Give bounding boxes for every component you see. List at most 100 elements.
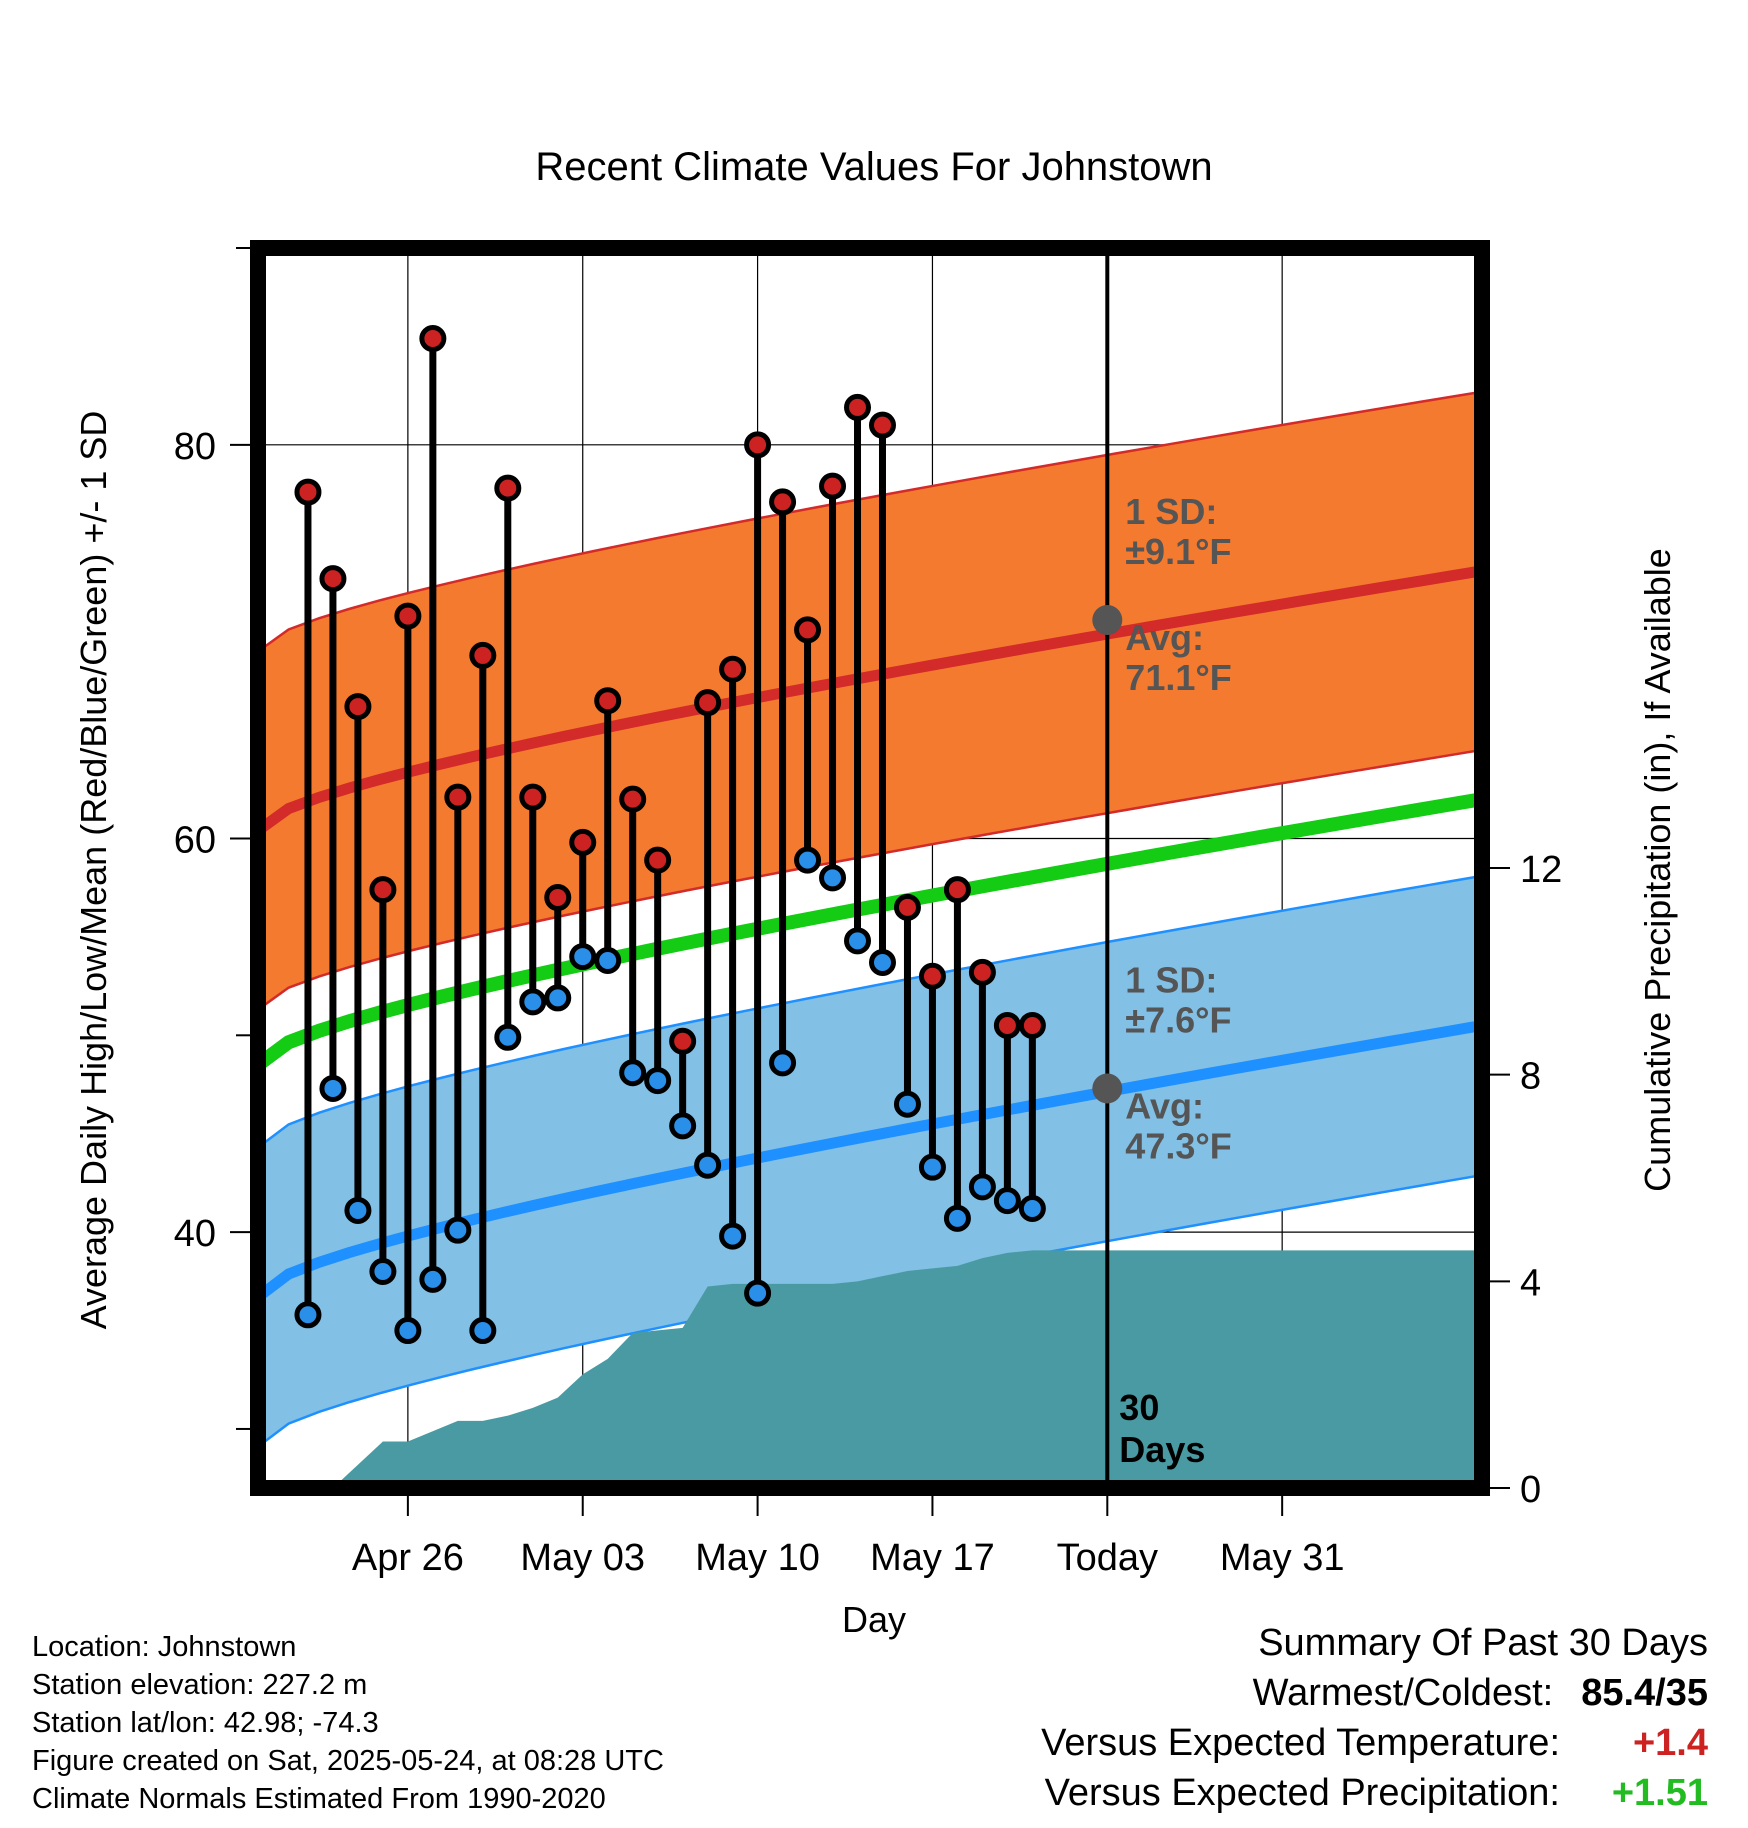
daily-low-point bbox=[744, 1279, 772, 1307]
days-count-number: 30 bbox=[1119, 1387, 1159, 1428]
plot-frame bbox=[250, 240, 1490, 1496]
y-axis-left-label: Average Daily High/Low/Mean (Red/Blue/Gr… bbox=[73, 411, 114, 1330]
high-sd-label: 1 SD: bbox=[1125, 491, 1217, 532]
daily-low-point bbox=[369, 1257, 397, 1285]
warmest-value: 85.4/35 bbox=[1581, 1672, 1708, 1714]
daily-low-point bbox=[794, 846, 822, 874]
normals-text: Climate Normals Estimated From 1990-2020 bbox=[32, 1783, 606, 1815]
y-left-tick-label: 60 bbox=[174, 819, 216, 861]
daily-high-point bbox=[769, 488, 797, 516]
daily-high-point bbox=[494, 474, 522, 502]
daily-high-point bbox=[369, 876, 397, 904]
summary-temp-row: Versus Expected Temperature: +1.4 bbox=[1041, 1718, 1708, 1768]
high-band-upper-edge bbox=[258, 390, 1482, 653]
low-band-upper-edge bbox=[258, 874, 1482, 1149]
daily-high-point bbox=[344, 693, 372, 721]
y-right-tick-label: 8 bbox=[1520, 1056, 1541, 1098]
daily-high-point bbox=[394, 602, 422, 630]
daily-high-point bbox=[319, 565, 347, 593]
summary-warmest-row: Warmest/Coldest: 85.4/35 bbox=[1041, 1668, 1708, 1718]
daily-high-point bbox=[868, 411, 896, 439]
daily-high-point bbox=[519, 783, 547, 811]
daily-high-point bbox=[694, 689, 722, 717]
y-right-tick-label: 12 bbox=[1520, 849, 1562, 891]
days-count-word: Days bbox=[1119, 1429, 1205, 1470]
daily-low-point bbox=[918, 1153, 946, 1181]
mean-normal-line bbox=[258, 792, 1482, 1071]
y-right-tick-label: 4 bbox=[1520, 1262, 1541, 1304]
daily-low-point bbox=[344, 1196, 372, 1224]
daily-high-point bbox=[744, 431, 772, 459]
daily-high-point bbox=[893, 893, 921, 921]
daily-low-point bbox=[669, 1112, 697, 1140]
daily-high-point bbox=[469, 641, 497, 669]
daily-low-point bbox=[569, 943, 597, 971]
daily-high-point bbox=[294, 478, 322, 506]
daily-low-point bbox=[1018, 1195, 1046, 1223]
elevation-text: Station elevation: 227.2 m bbox=[32, 1669, 368, 1701]
daily-high-point bbox=[544, 884, 572, 912]
daily-high-point bbox=[619, 785, 647, 813]
daily-high-point bbox=[819, 472, 847, 500]
daily-low-point bbox=[294, 1301, 322, 1329]
daily-high-point bbox=[669, 1027, 697, 1055]
x-tick-label: Apr 26 bbox=[352, 1537, 464, 1579]
daily-high-point bbox=[968, 958, 996, 986]
high-normal-line bbox=[258, 565, 1482, 836]
daily-low-point bbox=[868, 948, 896, 976]
x-tick-label: May 10 bbox=[695, 1537, 820, 1579]
x-axis-label: Day bbox=[842, 1599, 906, 1640]
temp-label: Versus Expected Temperature: bbox=[1041, 1722, 1560, 1764]
station-info: Location: Johnstown Station elevation: 2… bbox=[32, 1628, 664, 1818]
daily-low-point bbox=[419, 1265, 447, 1293]
high-avg-label: Avg: bbox=[1125, 617, 1204, 658]
daily-low-point bbox=[469, 1317, 497, 1345]
daily-low-point bbox=[968, 1173, 996, 1201]
latlon-text: Station lat/lon: 42.98; -74.3 bbox=[32, 1707, 379, 1739]
daily-low-point bbox=[993, 1187, 1021, 1215]
daily-low-point bbox=[519, 988, 547, 1016]
today-low-normal-marker bbox=[1092, 1073, 1123, 1104]
chart-title: Recent Climate Values For Johnstown bbox=[535, 145, 1212, 189]
high-sd-value: ±9.1°F bbox=[1125, 531, 1231, 572]
daily-low-point bbox=[819, 864, 847, 892]
daily-high-point bbox=[444, 783, 472, 811]
precip-label: Versus Expected Precipitation: bbox=[1044, 1772, 1560, 1814]
daily-low-point bbox=[644, 1067, 672, 1095]
temp-value: +1.4 bbox=[1632, 1722, 1708, 1764]
summary-precip-row: Versus Expected Precipitation: +1.51 bbox=[1041, 1768, 1708, 1818]
daily-high-point bbox=[419, 325, 447, 353]
high-avg-value: 71.1°F bbox=[1125, 657, 1231, 698]
precip-area bbox=[258, 1250, 1482, 1488]
y-left-tick-label: 80 bbox=[174, 426, 216, 468]
low-avg-value: 47.3°F bbox=[1125, 1125, 1231, 1166]
summary-panel: Summary Of Past 30 Days Warmest/Coldest:… bbox=[1041, 1618, 1708, 1818]
low-avg-label: Avg: bbox=[1125, 1085, 1204, 1126]
daily-low-point bbox=[719, 1222, 747, 1250]
summary-heading: Summary Of Past 30 Days bbox=[1258, 1622, 1708, 1664]
daily-high-point bbox=[594, 687, 622, 715]
daily-low-point bbox=[844, 927, 872, 955]
daily-low-point bbox=[494, 1023, 522, 1051]
location-text: Location: Johnstown bbox=[32, 1631, 297, 1663]
daily-high-point bbox=[1018, 1011, 1046, 1039]
low-band bbox=[258, 875, 1482, 1447]
daily-low-point bbox=[619, 1059, 647, 1087]
daily-low-point bbox=[319, 1074, 347, 1102]
high-band bbox=[258, 391, 1482, 1010]
daily-low-point bbox=[943, 1204, 971, 1232]
daily-high-point bbox=[719, 655, 747, 683]
precip-value: +1.51 bbox=[1611, 1772, 1708, 1814]
warmest-label: Warmest/Coldest: bbox=[1252, 1672, 1554, 1714]
daily-low-point bbox=[444, 1216, 472, 1244]
high-band-lower-edge bbox=[258, 748, 1482, 1011]
x-tick-label: Today bbox=[1057, 1537, 1158, 1579]
y-left-tick-label: 40 bbox=[174, 1213, 216, 1255]
today-high-normal-marker bbox=[1092, 605, 1123, 635]
daily-high-point bbox=[569, 828, 597, 856]
low-sd-label: 1 SD: bbox=[1125, 959, 1217, 1000]
daily-high-point bbox=[794, 616, 822, 644]
daily-high-point bbox=[993, 1011, 1021, 1039]
